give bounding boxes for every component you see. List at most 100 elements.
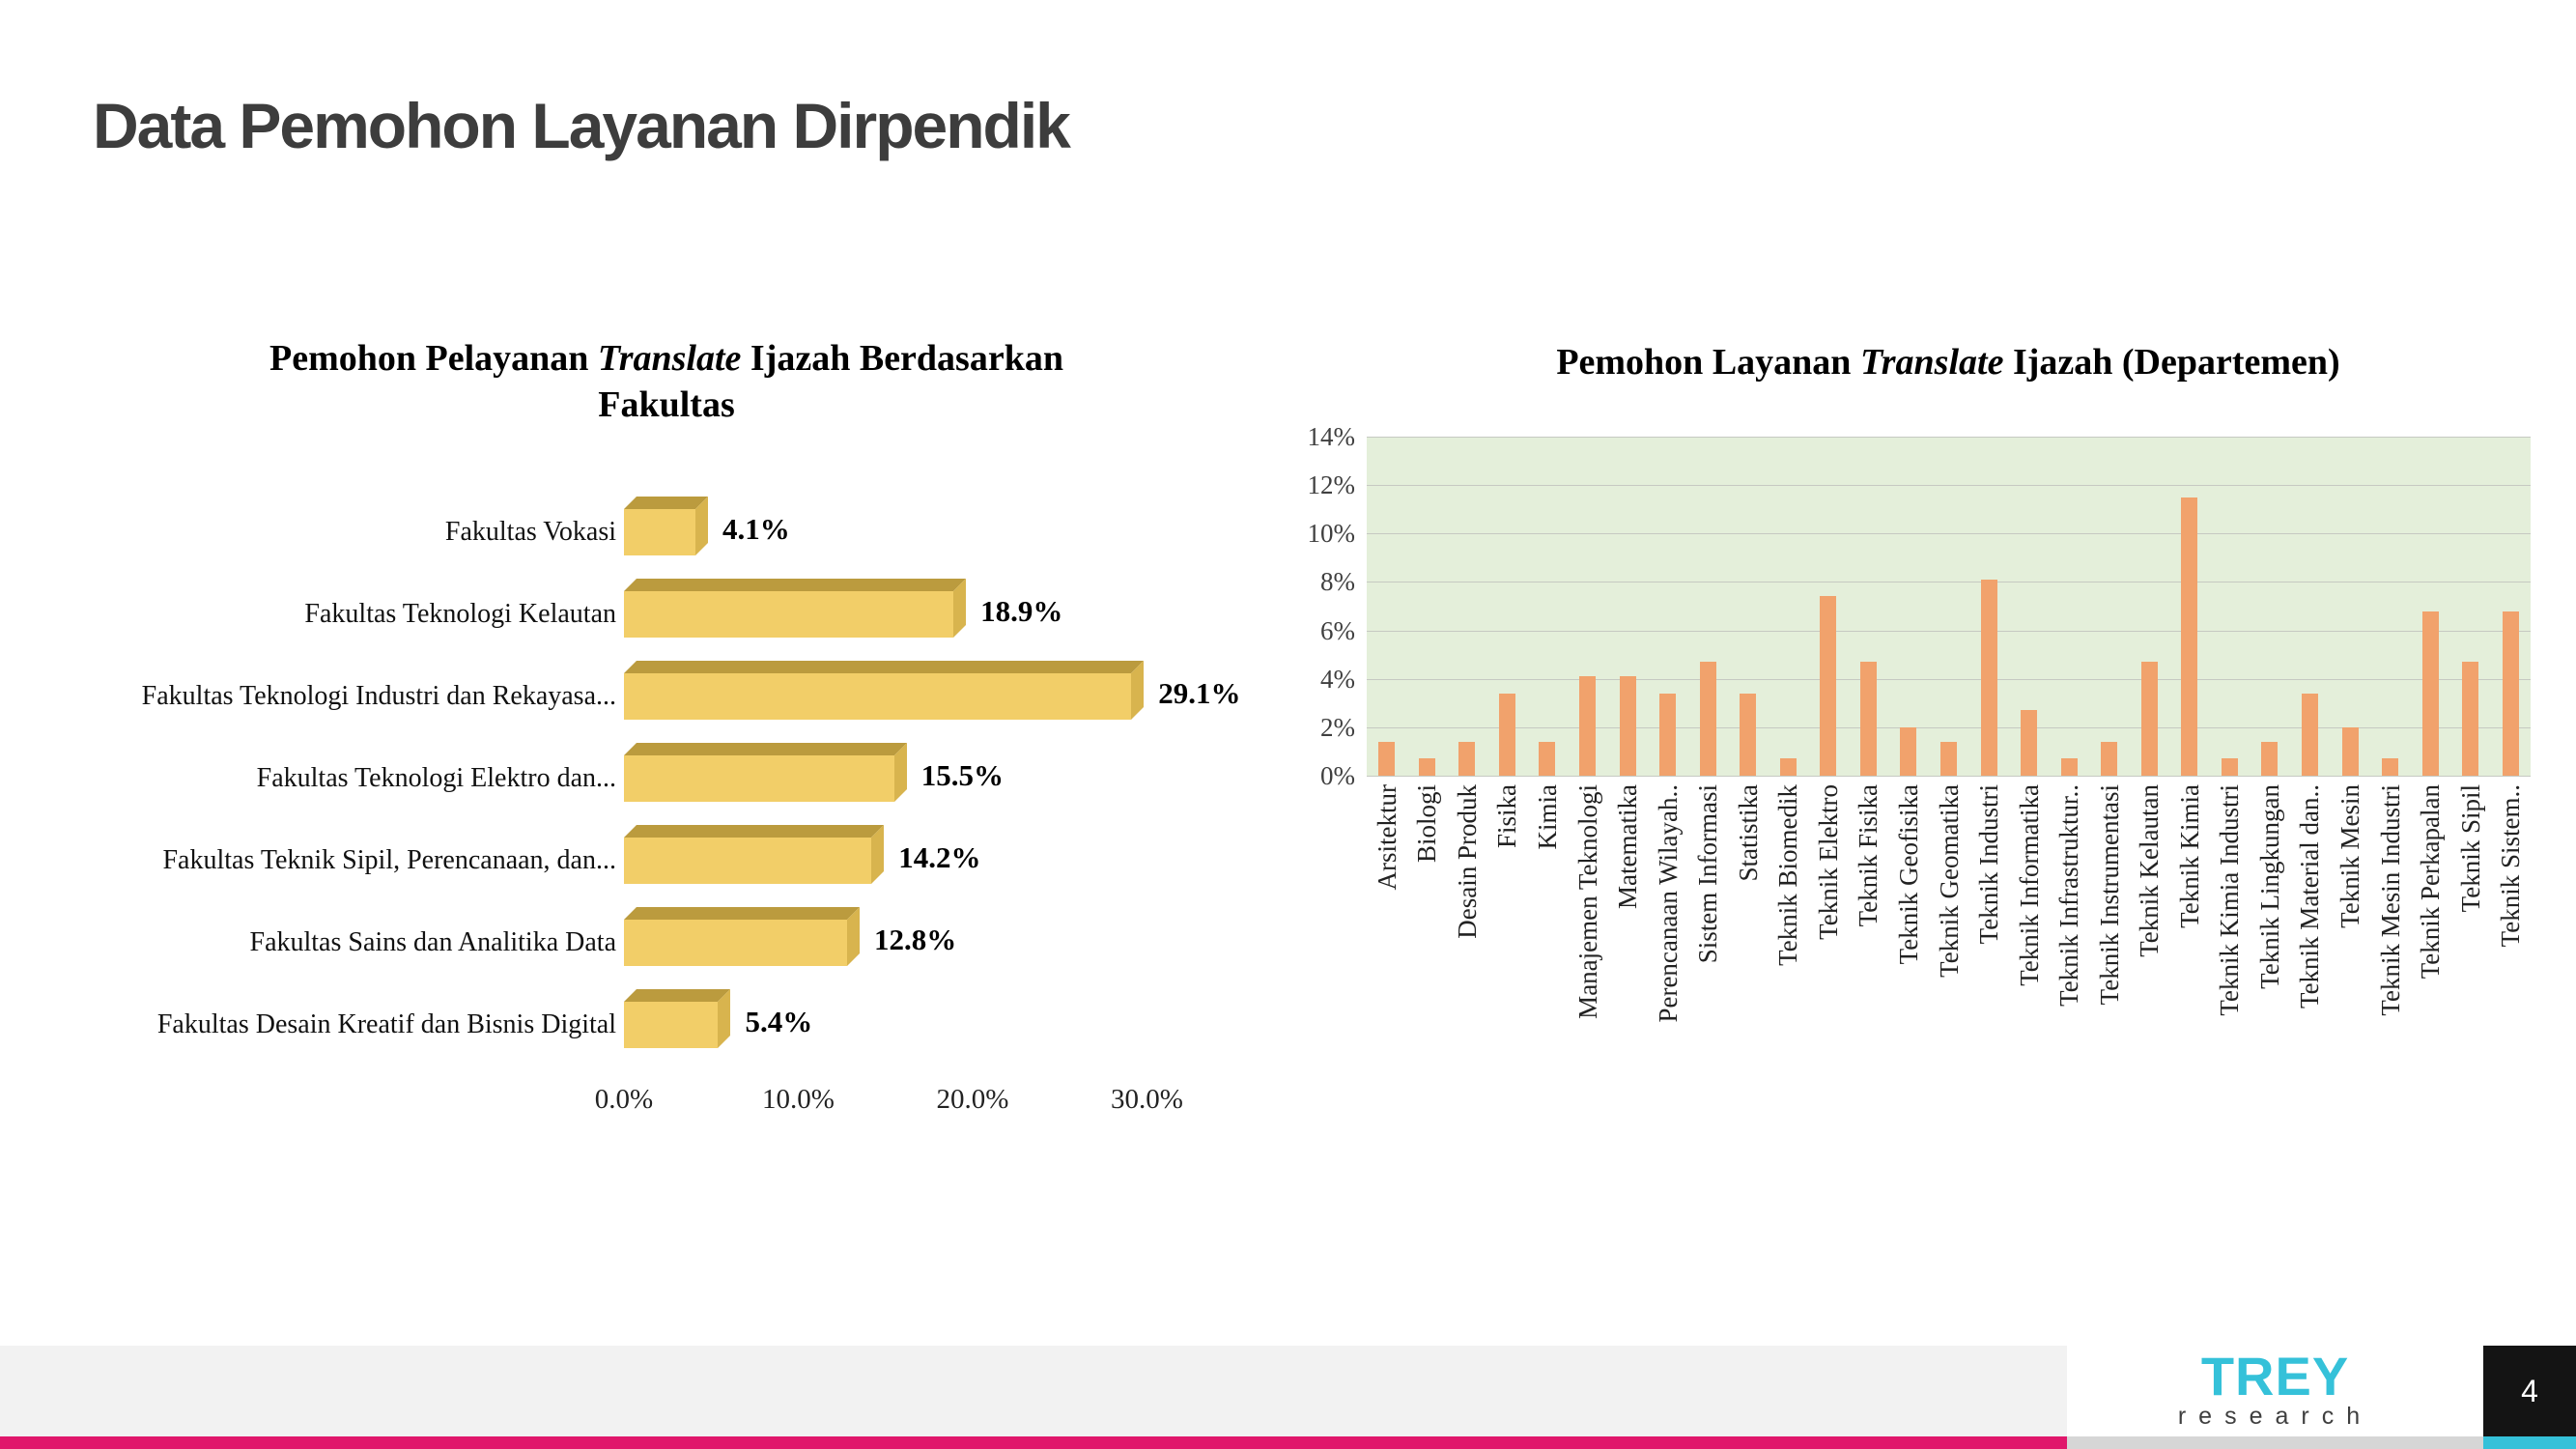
y-axis-tick: 6% [1320,615,1355,645]
bar-26 [2421,611,2439,776]
bar-28 [2502,611,2519,776]
category-label: Fakultas Teknologi Elektro dan... [256,763,616,793]
bar-25 [2382,758,2399,776]
bar-23 [2301,693,2318,776]
bar-27 [2462,662,2479,776]
y-axis-tick: 8% [1320,567,1355,597]
category-label: Arsitektur [1372,784,1401,891]
value-label: 15.5% [920,758,1005,792]
category-label: Teknik Instrumentasi [2094,784,2124,1006]
category-label: Teknik Geomatika [1934,784,1964,978]
bar-7 [1659,693,1677,776]
bar-3 [624,755,894,802]
category-label: Teknik Informatika [2014,784,2044,986]
page-title: Data Pemohon Layanan Dirpendik [93,90,1071,161]
x-axis-tick: 0.0% [594,1084,654,1115]
category-label: Desain Produk [1452,784,1482,939]
bar-15 [1980,579,1997,776]
bar-4 [624,838,872,884]
footer-accent-pink [0,1436,2067,1449]
category-label: Teknik Perkapalan [2416,784,2446,980]
y-axis-tick: 0% [1320,761,1355,790]
bar-19 [2140,662,2158,776]
category-label: Fakultas Sains dan Analitika Data [249,927,617,957]
gridline [1367,726,2531,728]
value-label: 18.9% [980,594,1063,628]
gridline [1367,437,2531,438]
bar-5 [1579,676,1597,776]
footer-accent-cyan [2483,1436,2576,1449]
category-label: Teknik Industri [1974,784,2004,945]
gridline [1367,776,2531,777]
bar-20 [2181,497,2198,776]
bar-4 [1539,741,1556,776]
category-label: Teknik Geofisika [1893,784,1923,965]
brand-logo-secondary: research [2177,1403,2373,1430]
bar-10 [1779,758,1797,776]
bar-2 [624,673,1132,720]
gridline [1367,485,2531,487]
category-label: Teknik Sipil [2455,784,2485,913]
gridline [1367,678,2531,680]
category-label: Teknik Sistem.. [2496,784,2526,948]
bar-1 [1418,758,1435,776]
fakultas-chart-title-line1: Pemohon Pelayanan Translate Ijazah Berda… [269,338,1063,379]
bar-0 [624,509,695,555]
category-label: Matematika [1613,784,1643,909]
departemen-chart-title: Pemohon Layanan Translate Ijazah (Depart… [1349,340,2547,386]
bar-2 [1458,741,1476,776]
category-label: Teknik Kimia [2174,784,2204,928]
brand-logo-primary: TREY [2200,1346,2350,1406]
bar-14 [1940,741,1957,776]
bar-5 [624,920,848,966]
category-label: Statistika [1733,784,1763,882]
bar-22 [2261,741,2279,776]
y-axis-tick: 14% [1307,422,1356,451]
y-axis-tick: 4% [1320,664,1355,694]
category-label: Sistem Informasi [1693,784,1723,964]
bar-6 [624,1002,719,1048]
category-label: Manajemen Teknologi [1572,784,1602,1019]
bar-24 [2341,726,2359,776]
category-label: Teknik Infrastruktur.. [2054,784,2084,1007]
category-label: Perencanaan Wilayah.. [1653,784,1683,1023]
bar-18 [2101,741,2118,776]
brand-logo: TREY research [2067,1346,2483,1436]
bar-1 [624,591,954,638]
x-axis-tick: 10.0% [762,1084,835,1115]
bar-0 [1378,741,1396,776]
fakultas-chart-title-line2: Fakultas [598,384,735,425]
plot-area [1367,437,2531,776]
category-label: Teknik Material dan.. [2295,784,2325,1009]
category-label: Fakultas Teknik Sipil, Perencanaan, dan.… [162,845,616,875]
category-label: Fakultas Teknologi Industri dan Rekayasa… [141,681,616,711]
bar-12 [1859,662,1877,776]
page-number: 4 [2521,1373,2538,1408]
category-label: Teknik Lingkungan [2254,784,2284,989]
bar-6 [1619,676,1636,776]
gridline [1367,630,2531,632]
bar-9 [1740,693,1757,776]
bar-13 [1900,726,1917,776]
bar-16 [2021,710,2038,776]
gridline [1367,533,2531,535]
category-label: Teknik Fisika [1854,784,1883,927]
value-label: 4.1% [722,512,790,546]
category-label: Teknik Kimia Industri [2215,784,2245,1016]
y-axis-tick: 12% [1307,470,1356,500]
category-label: Teknik Kelautan [2135,784,2165,957]
x-axis-tick: 30.0% [1111,1084,1183,1115]
departemen-chart-title-text: Pemohon Layanan Translate Ijazah (Depart… [1556,342,2340,383]
value-label: 12.8% [874,923,957,956]
category-label: Fakultas Vokasi [444,517,616,547]
category-label: Fakultas Desain Kreatif dan Bisnis Digit… [156,1009,616,1039]
page-number-badge: 4 [2483,1346,2576,1436]
x-axis-tick: 20.0% [936,1084,1009,1115]
category-label: Teknik Mesin [2335,784,2365,928]
bar-3 [1498,693,1515,776]
y-axis-tick: 2% [1320,712,1355,742]
category-label: Biologi [1412,784,1442,864]
bar-17 [2060,758,2078,776]
value-label: 29.1% [1158,676,1241,710]
